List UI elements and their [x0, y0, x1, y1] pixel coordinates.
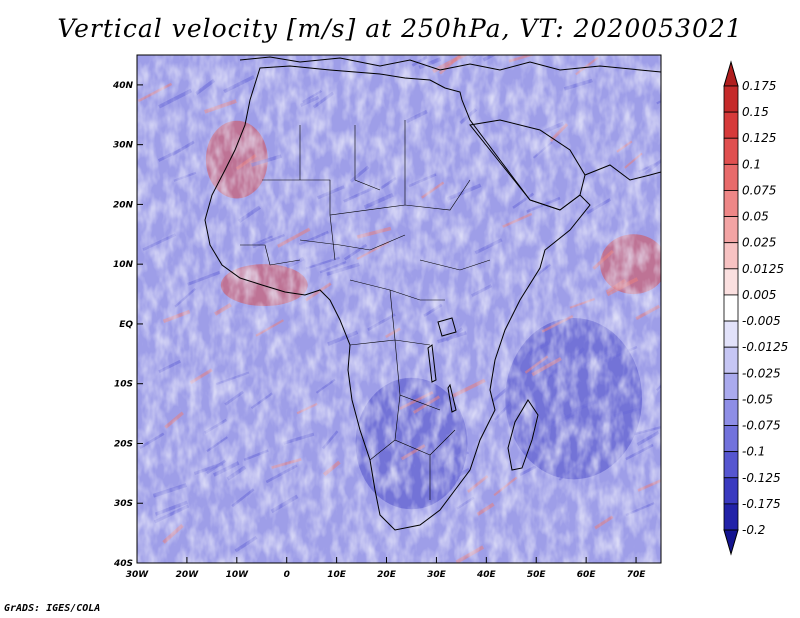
- x-tick-label: 60E: [577, 570, 597, 580]
- colorbar-label: -0.005: [742, 314, 781, 328]
- x-tick-label: 70E: [627, 570, 647, 580]
- colorbar-label: 0.125: [742, 131, 776, 145]
- colorbar-swatch: [723, 320, 739, 348]
- x-tick-label: 40E: [476, 570, 497, 580]
- y-tick-label: 20S: [114, 439, 133, 449]
- colorbar-label: 0.1: [742, 157, 761, 171]
- colorbar-label: -0.05: [742, 392, 773, 406]
- x-axis: 30W 20W 10W 0 10E 20E 30E 40E 50E 60E 70E: [126, 557, 646, 580]
- colorbar-swatch: [723, 268, 739, 296]
- colorbar-label: -0.025: [742, 366, 781, 380]
- colorbar-swatch: [723, 503, 739, 531]
- lake-malawi: [447, 383, 457, 413]
- y-tick-label: 30N: [113, 141, 134, 151]
- colorbar-label: -0.0125: [742, 340, 788, 354]
- colorbar-swatch: [723, 346, 739, 374]
- lake-tanganyika: [427, 344, 437, 383]
- lake-victoria: [437, 317, 457, 337]
- colorbar-swatch: [723, 425, 739, 453]
- y-tick-label: 10S: [114, 380, 133, 390]
- colorbar-swatch: [723, 111, 739, 139]
- colorbar-label: -0.2: [742, 523, 765, 537]
- colorbar-label: 0.025: [742, 236, 776, 250]
- colorbar-swatch: [723, 399, 739, 426]
- colorbar-extend-top: [723, 60, 739, 87]
- colorbar-swatch: [723, 451, 739, 479]
- x-tick-label: 50E: [527, 570, 547, 580]
- map-frame: [136, 54, 662, 564]
- colorbar-extend-bottom: [723, 529, 739, 556]
- europe-coastline: [239, 56, 661, 73]
- colorbar-swatch: [723, 137, 739, 165]
- colorbar-label: 0.175: [742, 79, 776, 93]
- y-axis: 40N 30N 20N 10N EQ 10S 20S 30S 40S: [112, 81, 143, 569]
- colorbar-label: 0.15: [742, 105, 769, 119]
- y-tick-label: EQ: [119, 320, 133, 330]
- colorbar-swatch: [723, 85, 739, 113]
- x-tick-label: 10E: [327, 570, 347, 580]
- colorbar-label: -0.125: [742, 471, 781, 485]
- colorbar-label: 0.05: [742, 210, 769, 224]
- chart-svg: 30W 20W 10W 0 10E 20E 30E 40E 50E 60E 70E 40N 30N 20…: [112, 54, 788, 580]
- vertical-velocity-field: [137, 55, 661, 563]
- y-tick-label: 10N: [113, 260, 134, 270]
- grads-credit: GrADS: IGES/COLA: [4, 603, 101, 614]
- y-tick-label: 40S: [113, 559, 133, 569]
- colorbar-swatch: [723, 294, 739, 322]
- x-tick-label: 30E: [427, 570, 447, 580]
- colorbar-label: 0.005: [742, 288, 776, 302]
- coastlines: [204, 56, 661, 531]
- map-texture: [137, 55, 661, 563]
- chart-title: Vertical velocity [m/s] at 250hPa, VT: 2…: [57, 14, 743, 43]
- arabia-coastline: [469, 119, 586, 211]
- y-tick-label: 40N: [112, 81, 134, 91]
- colorbar-label: -0.075: [742, 419, 781, 433]
- colorbar-label: 0.075: [742, 183, 776, 197]
- colorbar: 0.175 0.15 0.125 0.1 0.075 0.05 0.025 0.0125 0.0…: [723, 60, 788, 556]
- colorbar-swatch: [723, 477, 739, 505]
- y-tick-label: 20N: [113, 200, 134, 210]
- country-borders: [240, 120, 491, 500]
- asia-coastline: [584, 164, 661, 181]
- colorbar-label: 0.0125: [742, 262, 784, 276]
- africa-coastline: [204, 65, 591, 531]
- colorbar-swatch: [723, 216, 739, 244]
- madagascar-coastline: [507, 399, 539, 471]
- colorbar-swatch: [723, 163, 739, 191]
- colorbar-swatch: [723, 242, 739, 270]
- x-tick-label: 20E: [377, 570, 397, 580]
- colorbar-swatch: [723, 372, 739, 400]
- x-tick-label: 20W: [176, 570, 200, 580]
- x-tick-label: 0: [284, 570, 290, 580]
- colorbar-label: -0.175: [742, 497, 781, 511]
- y-tick-label: 30S: [114, 499, 133, 509]
- colorbar-label: -0.1: [742, 445, 765, 459]
- x-tick-label: 10W: [226, 570, 250, 580]
- colorbar-swatch: [723, 190, 739, 217]
- border-lines: [240, 120, 491, 500]
- x-tick-label: 30W: [126, 570, 150, 580]
